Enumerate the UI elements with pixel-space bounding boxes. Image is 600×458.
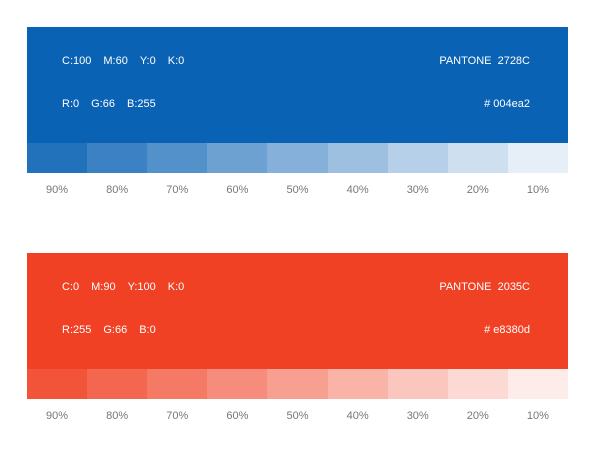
- rgb-value: G:66: [103, 324, 128, 336]
- tint-swatch: [387, 369, 448, 399]
- tint-swatch: [267, 369, 328, 399]
- tint-labels: 90% 80% 70% 60% 50% 40% 30% 20% 10%: [27, 184, 568, 196]
- tint-swatch: [447, 143, 508, 173]
- tint-row: [27, 143, 568, 173]
- color-block: C:0 M:90 Y:100 K:0 PANTONE 2035C R:255 G:66 B:0…: [27, 253, 568, 369]
- tint-swatch: [87, 143, 148, 173]
- tint-swatch: [27, 143, 88, 173]
- cmyk-value: K:0: [167, 281, 185, 293]
- tint-swatch: [87, 369, 148, 399]
- rgb-value: B:0: [139, 324, 156, 336]
- cmyk-value: Y:0: [139, 55, 156, 67]
- tint-label: 10%: [526, 184, 549, 196]
- cmyk-value: Y:100: [127, 281, 156, 293]
- pantone: PANTONE 2035C: [439, 281, 530, 293]
- tint-label: 30%: [406, 410, 429, 422]
- tint-label: 50%: [286, 410, 309, 422]
- tint-swatch: [507, 369, 568, 399]
- tint-swatch: [267, 143, 328, 173]
- tint-swatch: [387, 143, 448, 173]
- tint-label: 40%: [346, 410, 369, 422]
- tint-label: 80%: [106, 410, 129, 422]
- rgb-value: R:255: [62, 324, 92, 336]
- tint-swatch: [447, 369, 508, 399]
- cmyk-row: C:0 M:90 Y:100 K:0: [62, 281, 196, 293]
- tint-swatch: [27, 369, 88, 399]
- cmyk-value: C:0: [62, 281, 80, 293]
- cmyk-value: M:90: [91, 281, 116, 293]
- hex: # e8380d: [484, 324, 530, 336]
- tint-label: 90%: [46, 184, 69, 196]
- tint-label: 90%: [46, 410, 69, 422]
- rgb-row: R:255 G:66 B:0: [62, 324, 168, 336]
- rgb-value: R:0: [62, 98, 80, 110]
- tint-label: 60%: [226, 410, 249, 422]
- tint-label: 80%: [106, 184, 129, 196]
- tint-label: 50%: [286, 184, 309, 196]
- tint-labels: 90% 80% 70% 60% 50% 40% 30% 20% 10%: [27, 410, 568, 422]
- color-block: C:100 M:60 Y:0 K:0 PANTONE 2728C R:0 G:66 B:255…: [27, 27, 568, 143]
- tint-label: 20%: [466, 410, 489, 422]
- cmyk-value: C:100: [62, 55, 92, 67]
- rgb-row: R:0 G:66 B:255: [62, 98, 168, 110]
- pantone: PANTONE 2728C: [439, 55, 530, 67]
- tint-swatch: [327, 369, 388, 399]
- cmyk-row: C:100 M:60 Y:0 K:0: [62, 55, 196, 67]
- tint-swatch: [507, 143, 568, 173]
- cmyk-value: K:0: [167, 55, 185, 67]
- hex: # 004ea2: [484, 98, 530, 110]
- tint-label: 70%: [166, 410, 189, 422]
- cmyk-value: M:60: [103, 55, 128, 67]
- tint-label: 40%: [346, 184, 369, 196]
- rgb-value: G:66: [91, 98, 115, 110]
- tint-swatch: [147, 143, 208, 173]
- tint-label: 60%: [226, 184, 249, 196]
- tint-label: 20%: [466, 184, 489, 196]
- tint-swatch: [327, 143, 388, 173]
- tint-label: 30%: [406, 184, 429, 196]
- tint-swatch: [147, 369, 208, 399]
- tint-label: 70%: [166, 184, 189, 196]
- tint-label: 10%: [526, 410, 549, 422]
- tint-swatch: [207, 369, 268, 399]
- rgb-value: B:255: [126, 98, 156, 110]
- tint-row: [27, 369, 568, 399]
- tint-swatch: [207, 143, 268, 173]
